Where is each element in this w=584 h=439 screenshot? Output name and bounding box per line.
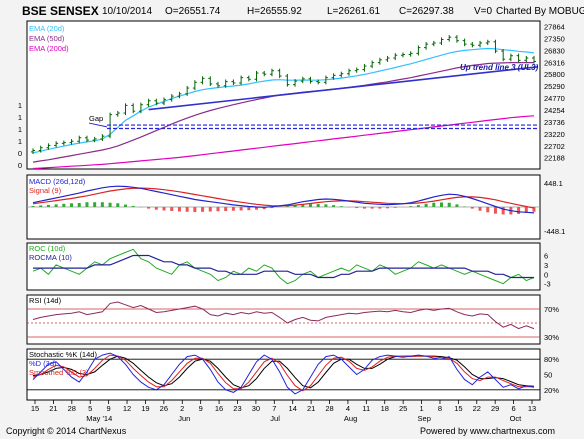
price-ytick-11: 22188 [544, 154, 565, 163]
left-tick-4: 0 [18, 149, 22, 158]
powered-label: Powered by www.chartnexus.com [420, 426, 556, 436]
date-label: 10/10/2014 [102, 6, 153, 17]
open-value: O=26551.74 [165, 6, 221, 17]
x-tick-label-16: 28 [325, 404, 333, 413]
rsi-legend-0: RSI (14d) [29, 296, 62, 305]
roc-ytick-2: 0 [544, 270, 548, 279]
x-tick-label-11: 23 [233, 404, 241, 413]
x-tick-label-0: 15 [31, 404, 39, 413]
left-tick-3: 1 [18, 137, 22, 146]
symbol-title: BSE SENSEX [22, 4, 99, 18]
x-tick-label-13: 7 [272, 404, 276, 413]
macd-legend-1: Signal (9) [29, 186, 62, 195]
x-tick-label-2: 28 [68, 404, 76, 413]
stoch-ytick-80: 80% [544, 355, 559, 364]
month-label-4: Sep [418, 414, 431, 423]
price-legend-2: EMA (200d) [29, 44, 69, 53]
x-tick-label-22: 8 [438, 404, 442, 413]
x-tick-label-5: 12 [123, 404, 131, 413]
left-tick-2: 1 [18, 125, 22, 134]
x-tick-label-8: 2 [180, 404, 184, 413]
x-tick-label-20: 25 [399, 404, 407, 413]
x-tick-label-14: 14 [289, 404, 297, 413]
x-tick-label-1: 21 [49, 404, 57, 413]
volume-value: V=0 [474, 6, 493, 17]
x-tick-label-17: 4 [346, 404, 350, 413]
x-tick-label-7: 26 [160, 404, 168, 413]
stoch-k-line [32, 352, 535, 395]
x-tick-label-12: 30 [252, 404, 260, 413]
x-tick-label-4: 9 [107, 404, 111, 413]
credit-label: Charted By MOBUGOBU [496, 6, 584, 17]
roc-legend-0: ROC (10d) [29, 244, 66, 253]
price-ytick-8: 23736 [544, 118, 565, 127]
month-label-2: Jul [270, 414, 280, 423]
macd-ytick-1: -448.1 [544, 227, 565, 236]
panel-4-frame [26, 348, 541, 401]
price-ytick-6: 24770 [544, 94, 565, 103]
panel-2-frame [26, 242, 541, 291]
macd-line [32, 185, 535, 214]
left-tick-5: 0 [18, 161, 22, 170]
left-tick-0: 1 [18, 101, 22, 110]
price-ytick-1: 27350 [544, 34, 565, 43]
x-tick-label-3: 5 [88, 404, 92, 413]
left-tick-1: 1 [18, 113, 22, 122]
x-tick-label-9: 9 [199, 404, 203, 413]
high-value: H=26555.92 [247, 6, 302, 17]
price-ytick-2: 26830 [544, 46, 565, 55]
x-tick-label-10: 16 [215, 404, 223, 413]
price-ytick-7: 24254 [544, 106, 565, 115]
stoch-ytick-50: 50 [544, 371, 552, 380]
stoch-legend-0: Stochastic %K (14d) [29, 350, 97, 359]
gap-pointer [88, 122, 108, 128]
rsi-ytick-70: 70% [544, 305, 559, 314]
price-ytick-9: 23220 [544, 130, 565, 139]
x-tick-label-24: 22 [473, 404, 481, 413]
trendline-label: Up trend line 3 (UL3) [460, 63, 539, 72]
x-tick-label-27: 13 [528, 404, 536, 413]
x-tick-label-18: 11 [362, 404, 370, 413]
rsi-line [32, 301, 535, 330]
month-label-1: Jun [178, 414, 190, 423]
x-tick-label-26: 6 [512, 404, 516, 413]
price-legend-0: EMA (20d) [29, 24, 65, 33]
x-tick-label-19: 18 [381, 404, 389, 413]
x-tick-label-6: 19 [141, 404, 149, 413]
rocma-line [33, 254, 534, 279]
price-ytick-0: 27864 [544, 22, 565, 31]
macd-ytick-0: 448.1 [544, 179, 563, 188]
stoch-legend-2: Smoothed %D (3) [29, 368, 89, 377]
x-tick-label-15: 21 [307, 404, 315, 413]
x-tick-label-23: 15 [454, 404, 462, 413]
low-value: L=26261.61 [327, 6, 381, 17]
roc-ytick-0: 6 [544, 252, 548, 261]
price-ytick-4: 25800 [544, 70, 565, 79]
x-tick-label-25: 29 [491, 404, 499, 413]
roc-ytick-3: -3 [544, 280, 551, 289]
price-legend-1: EMA (50d) [29, 34, 65, 43]
price-ytick-3: 26316 [544, 58, 565, 67]
month-label-3: Aug [344, 414, 357, 423]
copyright-label: Copyright © 2014 ChartNexus [6, 426, 127, 436]
macd-legend-0: MACD (26d,12d) [29, 177, 86, 186]
price-ytick-10: 22702 [544, 142, 565, 151]
month-label-0: May '14 [86, 414, 112, 423]
roc-ytick-1: 3 [544, 261, 548, 270]
x-tick-label-21: 1 [419, 404, 423, 413]
rsi-ytick-30: 30% [544, 333, 559, 342]
gap-label: Gap [89, 114, 103, 123]
uptrend-line [148, 65, 539, 111]
price-ytick-5: 25290 [544, 82, 565, 91]
month-label-5: Oct [510, 414, 523, 423]
stoch-ytick-20: 20% [544, 386, 559, 395]
roc-legend-1: ROCMA (10) [29, 253, 72, 262]
stoch-legend-1: %D (3d) [29, 359, 57, 368]
close-value: C=26297.38 [399, 6, 454, 17]
